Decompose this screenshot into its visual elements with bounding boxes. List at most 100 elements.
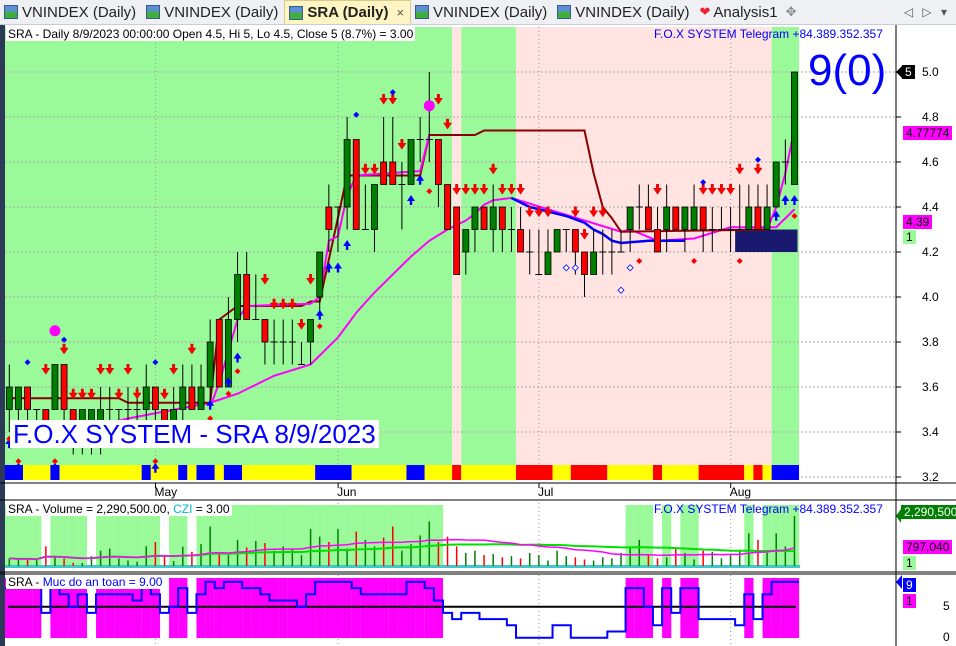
safety-tick-0: 0 <box>943 630 950 644</box>
tab-0[interactable]: VNINDEX (Daily) <box>0 0 142 24</box>
red-diamond-icon <box>316 323 323 330</box>
chart-icon <box>4 5 18 19</box>
volume-pointer <box>896 509 901 523</box>
safety-band <box>369 578 380 638</box>
state-strip-segment <box>762 465 772 480</box>
state-strip-segment <box>552 465 571 480</box>
sell-arrow-icon <box>753 163 763 175</box>
safety-band <box>406 578 416 638</box>
tab-label: VNINDEX (Daily) <box>22 3 137 21</box>
candle-up <box>471 206 479 230</box>
buy-arrow-icon <box>416 174 425 185</box>
sell-arrow-icon <box>735 163 745 175</box>
candle-up <box>371 184 378 230</box>
y-tick-label: 4.4 <box>922 200 939 214</box>
safety-band <box>59 578 69 638</box>
sell-arrow-icon <box>160 388 169 400</box>
signal-count-label: 9(0) <box>808 46 887 95</box>
sell-arrow-icon <box>187 343 197 355</box>
buy-arrow-icon <box>790 195 799 205</box>
safety-band <box>13 578 24 638</box>
trend-band-up <box>5 27 453 465</box>
sell-arrow-icon <box>707 184 717 195</box>
tab-4[interactable]: VNINDEX (Daily) <box>553 0 695 24</box>
tab-1[interactable]: VNINDEX (Daily) <box>142 0 284 24</box>
state-strip-segment <box>753 465 763 480</box>
y-tick-label: 3.8 <box>922 335 939 349</box>
sell-arrow-icon <box>461 184 471 195</box>
candle-down <box>188 386 196 410</box>
safety-band <box>123 578 133 638</box>
volume-trend-band <box>433 505 444 567</box>
tab-5[interactable]: ❤ Analysis1 ✥ <box>695 0 802 24</box>
volume-trend-band <box>278 505 288 567</box>
candle-up <box>307 319 314 343</box>
volume-trend-band <box>296 505 307 567</box>
sell-arrow-icon <box>68 388 78 400</box>
volume-trend-band <box>68 505 78 567</box>
volume-trend-band <box>324 505 334 567</box>
buy-arrow-icon <box>151 462 160 473</box>
volume-trend-band <box>762 505 772 567</box>
candle-up <box>15 386 22 410</box>
candle-down <box>517 229 524 253</box>
volume-trend-band <box>251 505 261 567</box>
safety-band <box>205 578 215 638</box>
candle-down <box>352 139 360 230</box>
volume-trend-band <box>643 505 654 567</box>
safety-band <box>342 578 352 638</box>
volume-last-tag: 2,290,500 <box>901 505 956 519</box>
main-header: SRA - Daily 8/9/2023 00:00:00 Open 4.5, … <box>6 27 416 41</box>
sell-arrow-icon <box>580 229 589 240</box>
state-strip-segment <box>178 465 188 480</box>
blue-diamond-icon <box>61 336 68 343</box>
safety-band <box>771 578 781 638</box>
candle-up <box>772 161 780 208</box>
candle-down <box>699 206 707 230</box>
close-tab-icon[interactable]: × <box>396 5 405 20</box>
volume-header: SRA - Volume = 2,290,500.00, CZI = 3.00 <box>6 502 232 516</box>
sell-arrow-icon <box>452 184 462 195</box>
tab-3[interactable]: VNINDEX (Daily) <box>411 0 553 24</box>
hollow-diamond-icon <box>571 264 579 272</box>
volume-trend-band <box>379 505 389 567</box>
sell-arrow-icon <box>443 118 453 130</box>
safety-band <box>178 578 188 638</box>
candle-up <box>51 364 59 410</box>
last-price-pointer <box>896 66 902 78</box>
safety-band <box>32 578 42 638</box>
sell-arrow-icon <box>59 343 69 355</box>
pin-icon[interactable]: ✥ <box>785 4 797 19</box>
state-strip-segment <box>698 465 745 480</box>
candle-down <box>581 251 588 275</box>
buy-arrow-icon <box>206 399 215 410</box>
volume-ma-short-line <box>9 538 795 560</box>
volume-trend-band <box>287 505 297 567</box>
safety-band <box>278 578 288 638</box>
safety-band <box>388 578 398 638</box>
candle-up <box>407 139 415 185</box>
buy-arrow-icon <box>315 309 324 320</box>
sell-arrow-icon <box>589 206 599 218</box>
red-diamond-icon <box>791 213 798 219</box>
blue-diamond-icon <box>353 111 360 118</box>
candle-up <box>626 206 634 230</box>
buy-arrow-icon <box>333 262 342 273</box>
volume-label: SRA - Volume = 2,290,500.00, <box>8 502 174 516</box>
candle-up <box>489 206 497 230</box>
tab-scroll-controls[interactable]: ◁ ▷ ▾ <box>903 5 950 19</box>
tab-2[interactable]: SRA (Daily) × <box>284 0 412 24</box>
sell-arrow-icon <box>543 206 553 218</box>
blue-diamond-icon <box>389 89 396 96</box>
safety-band <box>287 578 297 638</box>
candle-down <box>754 206 762 230</box>
sell-arrow-icon <box>488 163 498 175</box>
candle-down <box>435 139 442 185</box>
sell-arrow-icon <box>360 163 370 175</box>
safety-band <box>141 578 151 638</box>
magenta-circle-icon <box>49 325 61 337</box>
buy-arrow-icon <box>5 438 14 448</box>
safety-band <box>105 578 115 638</box>
sell-arrow-icon <box>269 298 279 310</box>
safety-label: Muc do an toan = 9.00 <box>42 575 163 589</box>
